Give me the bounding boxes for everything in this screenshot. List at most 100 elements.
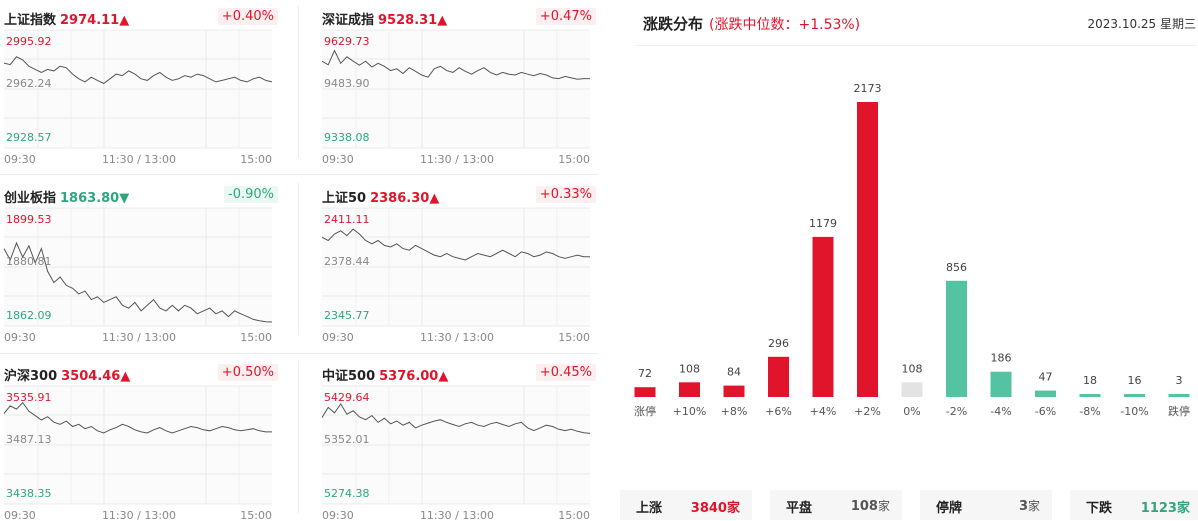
x-axis-end-label: 15:00 [558, 153, 590, 166]
index-intraday-chart: 3535.91 3487.13 3438.35 09:30 11:30 / 13:00 1… [3, 385, 272, 521]
index-header: 上证50 2386.30▲ +0.33% [322, 186, 598, 206]
index-name: 上证指数 2974.11▲ [4, 9, 129, 28]
index-intraday-chart: 1899.53 1880.81 1862.09 09:30 11:30 / 13:00 1… [3, 207, 273, 344]
index-card-zz500[interactable]: 中证500 5376.00▲ +0.45% 5429.64 5352.01 5274.38… [321, 356, 598, 521]
x-axis-end-label: 15:00 [558, 331, 590, 344]
bar-value-label: 16 [1128, 374, 1142, 387]
bar-8 [990, 371, 1012, 397]
summary-suspended: 停牌 3家 [920, 490, 1052, 520]
category-label: 跌停 [1168, 404, 1190, 418]
arrow-up-icon: ▲ [429, 191, 440, 206]
index-card-sz[interactable]: 深证成指 9528.31▲ +0.47% 9629.73 9483.90 9338.08 0… [321, 0, 598, 170]
index-price-line [3, 241, 273, 323]
summary-bar: 上涨 3840家 平盘 108家 停牌 3家 下跌 1123家 [620, 490, 1198, 520]
index-price-line [3, 56, 273, 85]
arrow-up-icon: ▲ [120, 369, 131, 384]
x-axis-start-label: 09:30 [4, 509, 36, 521]
y-axis-low-label: 9338.08 [324, 131, 370, 144]
trading-date: 2023.10.25 星期三 [1087, 17, 1196, 31]
index-change-badge: +0.40% [217, 8, 278, 25]
y-axis-high-label: 2411.11 [324, 213, 370, 226]
y-axis-high-label: 2995.92 [6, 35, 52, 48]
index-value-number: 1863.80 [60, 191, 120, 206]
summary-flat-count: 108家 [851, 497, 890, 514]
index-name: 上证50 2386.30▲ [322, 187, 439, 206]
bar-value-label: 296 [768, 337, 789, 350]
index-change-badge: +0.45% [535, 364, 596, 381]
index-card-sz50[interactable]: 上证50 2386.30▲ +0.33% 2411.11 2378.44 2345.77 0… [321, 178, 598, 348]
bar-6 [901, 382, 923, 397]
distribution-title-text: 涨跌分布 [643, 15, 704, 33]
index-name: 创业板指 1863.80▼ [4, 187, 129, 206]
x-axis-mid-label: 11:30 / 13:00 [102, 331, 176, 344]
index-header: 创业板指 1863.80▼ -0.90% [4, 186, 280, 206]
x-axis-mid-label: 11:30 / 13:00 [102, 509, 176, 521]
panel-divider-horizontal [0, 353, 598, 354]
median-change-label: (涨跌中位数：+1.53%) [709, 17, 861, 33]
index-value-number: 9528.31 [378, 13, 438, 28]
index-name-text: 深证成指 [322, 13, 375, 28]
summary-suspended-label: 停牌 [936, 501, 963, 516]
y-axis-mid-label: 3487.13 [6, 433, 52, 446]
y-axis-low-label: 1862.09 [6, 309, 52, 322]
bar-value-label: 72 [638, 367, 652, 380]
arrow-up-icon: ▲ [437, 13, 448, 28]
index-value-number: 3504.46 [61, 369, 121, 384]
index-card-hs300[interactable]: 沪深300 3504.46▲ +0.50% 3535.91 3487.13 3438.35… [3, 356, 280, 521]
y-axis-low-label: 2928.57 [6, 131, 52, 144]
x-axis-start-label: 09:30 [4, 331, 36, 344]
distribution-bar-chart: 72 涨停 108 +10% 84 +8% 296 +6% 1179 +4% 2173 +2% 108 0… [634, 82, 1190, 418]
y-axis-mid-label: 5352.01 [324, 433, 370, 446]
bar-5 [857, 102, 878, 397]
summary-up: 上涨 3840家 [620, 490, 752, 520]
summary-down: 下跌 1123家 [1070, 490, 1198, 520]
index-value-number: 2386.30 [370, 191, 430, 206]
index-change-badge: +0.33% [535, 186, 596, 203]
index-card-sh[interactable]: 上证指数 2974.11▲ +0.40% 2995.92 2962.24 2928.57 0… [3, 0, 280, 170]
index-change-badge: +0.47% [535, 8, 596, 25]
y-axis-low-label: 2345.77 [324, 309, 370, 322]
summary-flat-label: 平盘 [786, 501, 813, 516]
distribution-title: 涨跌分布 (涨跌中位数：+1.53%) [643, 13, 860, 34]
category-label: -4% [990, 405, 1011, 418]
index-name: 深证成指 9528.31▲ [322, 9, 447, 28]
x-axis-end-label: 15:00 [558, 509, 590, 521]
bar-10 [1079, 394, 1101, 397]
category-label: +2% [854, 405, 881, 418]
bar-7 [946, 280, 967, 397]
bar-1 [679, 382, 700, 397]
bar-4 [812, 236, 834, 397]
index-price-line [321, 228, 590, 261]
category-label: +6% [765, 405, 792, 418]
distribution-panel: 涨跌分布 (涨跌中位数：+1.53%) 2023.10.25 星期三 72 涨停 10… [612, 0, 1198, 521]
summary-up-label: 上涨 [636, 501, 663, 516]
index-card-cyb[interactable]: 创业板指 1863.80▼ -0.90% 1899.53 1880.81 1862.09 0… [3, 178, 280, 348]
bar-value-label: 186 [991, 352, 1012, 365]
index-change-badge: +0.50% [217, 364, 278, 381]
bar-value-label: 18 [1083, 374, 1097, 387]
index-name-text: 上证50 [322, 191, 367, 206]
x-axis-start-label: 09:30 [4, 153, 36, 166]
summary-flat-unit: 家 [877, 499, 890, 513]
bar-0 [634, 387, 656, 397]
panel-divider-horizontal [0, 174, 598, 175]
summary-down-count: 1123家 [1141, 497, 1190, 516]
index-price-line [321, 49, 590, 80]
panel-divider-vertical [298, 183, 299, 335]
index-panel: 上证指数 2974.11▲ +0.40% 2995.92 2962.24 2928.57 0… [0, 0, 598, 521]
y-axis-high-label: 1899.53 [6, 213, 52, 226]
index-value-number: 2974.11 [60, 13, 120, 28]
arrow-up-icon: ▲ [119, 13, 130, 28]
category-label: +4% [810, 405, 837, 418]
summary-down-unit: 家 [1176, 501, 1190, 516]
index-header: 深证成指 9528.31▲ +0.47% [322, 8, 598, 28]
y-axis-high-label: 9629.73 [324, 35, 370, 48]
arrow-up-icon: ▲ [438, 369, 449, 384]
title-divider [636, 45, 1196, 46]
panel-divider-vertical [298, 6, 299, 158]
bar-2 [723, 385, 745, 397]
index-price-line [321, 403, 591, 434]
category-label: +8% [721, 405, 748, 418]
index-value: 9528.31▲ [378, 13, 447, 28]
bar-9 [1035, 390, 1056, 397]
